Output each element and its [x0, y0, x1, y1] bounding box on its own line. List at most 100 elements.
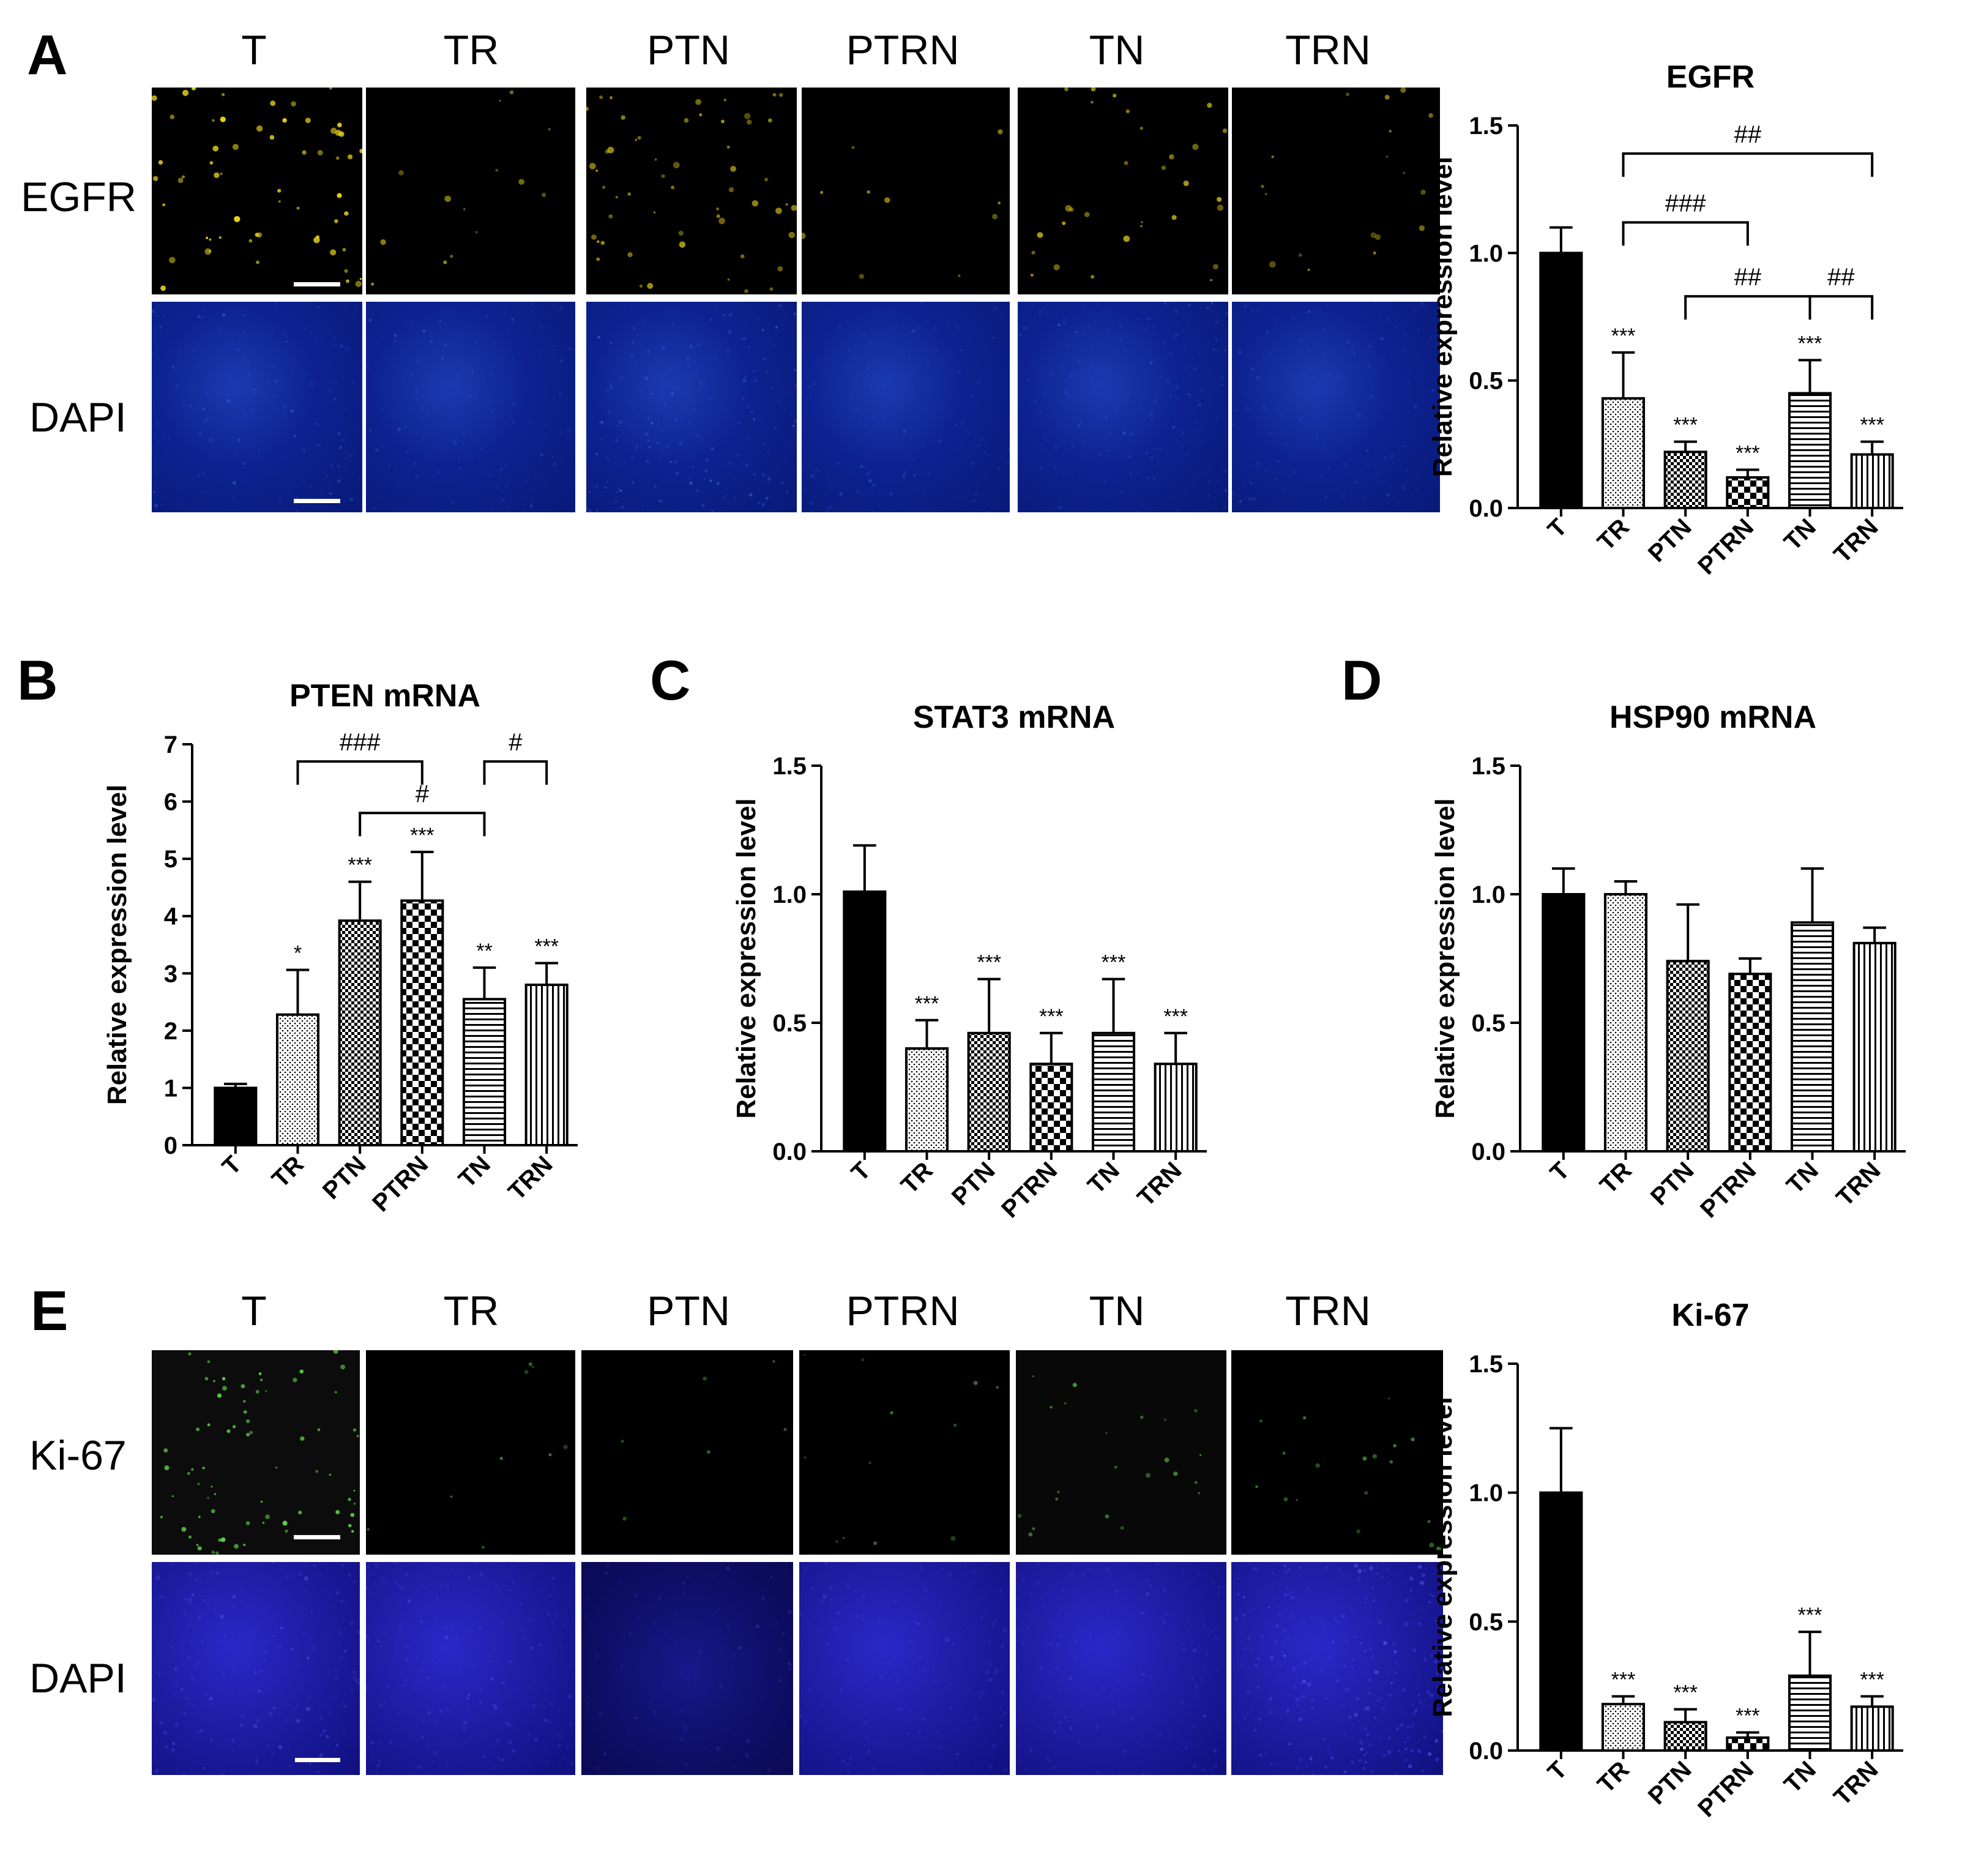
- micrograph-speckle: [223, 1635, 226, 1638]
- micrograph-speckle: [368, 318, 373, 323]
- x-tick-label: T: [1543, 1756, 1572, 1785]
- micrograph-speckle: [1002, 1740, 1004, 1741]
- micrograph-speckle: [737, 1646, 742, 1650]
- micrograph-speckle: [203, 1766, 205, 1769]
- micrograph-speckle: [987, 453, 990, 455]
- column-label-t: T: [241, 27, 267, 73]
- micrograph-speckle: [311, 1682, 313, 1684]
- micrograph-speckle: [972, 499, 976, 503]
- micrograph-speckle: [1141, 221, 1143, 223]
- micrograph-speckle: [208, 1692, 210, 1694]
- micrograph-speckle: [838, 1613, 840, 1615]
- micrograph-speckle: [818, 505, 819, 507]
- micrograph-speckle: [1029, 1749, 1032, 1752]
- bar: [1539, 1491, 1583, 1752]
- micrograph-speckle: [158, 160, 163, 165]
- significance-label: ***: [1798, 332, 1822, 355]
- micrograph-speckle: [926, 321, 929, 325]
- micrograph-speckle: [291, 370, 294, 373]
- micrograph-speckle: [1212, 264, 1218, 270]
- micrograph-speckle: [207, 1497, 209, 1499]
- micrograph-speckle: [1055, 1497, 1059, 1501]
- micrograph-speckle: [1292, 470, 1296, 474]
- micrograph-speckle: [834, 1627, 838, 1632]
- micrograph-speckle: [1335, 373, 1338, 376]
- micrograph-speckle: [1105, 498, 1107, 501]
- micrograph-speckle: [979, 1691, 984, 1695]
- micrograph-speckle: [239, 1723, 244, 1727]
- micrograph-speckle: [675, 1613, 677, 1615]
- micrograph-speckle: [665, 1631, 667, 1634]
- micrograph-speckle: [671, 392, 674, 395]
- micrograph-speckle: [1343, 1705, 1345, 1707]
- micrograph-speckle: [1083, 304, 1086, 307]
- micrograph-speckle: [367, 1565, 370, 1569]
- micrograph-speckle: [791, 204, 797, 211]
- micrograph-speckle: [1247, 1636, 1251, 1639]
- significance-label: ***: [348, 854, 372, 877]
- micrograph-speckle: [679, 441, 682, 446]
- micrograph-speckle: [726, 349, 730, 354]
- micrograph-speckle: [360, 386, 362, 389]
- micrograph-speckle: [1262, 484, 1264, 486]
- micrograph-speckle: [272, 1706, 276, 1710]
- bar: [843, 890, 887, 1153]
- micrograph-speckle: [863, 1711, 867, 1715]
- micrograph-speckle: [381, 444, 384, 448]
- micrograph-speckle: [280, 1645, 283, 1648]
- micrograph-speckle: [504, 1585, 506, 1588]
- micrograph-speckle: [1356, 1529, 1360, 1534]
- micrograph-speckle: [1432, 1594, 1435, 1598]
- micrograph-speckle: [531, 499, 532, 501]
- micrograph-speckle: [856, 490, 860, 493]
- micrograph-speckle: [960, 348, 963, 352]
- micrograph-speckle: [204, 248, 212, 255]
- micrograph-speckle: [154, 1768, 159, 1773]
- micrograph-speckle: [306, 1656, 310, 1660]
- micrograph-speckle: [1145, 451, 1149, 455]
- micrograph-speckle: [476, 484, 479, 487]
- micrograph-speckle: [606, 457, 610, 460]
- micrograph-speckle: [1146, 317, 1151, 321]
- micrograph-speckle: [603, 1752, 607, 1755]
- micrograph-speckle: [523, 510, 525, 512]
- micrograph-speckle: [1032, 1527, 1035, 1531]
- micrograph-speckle: [745, 1581, 747, 1583]
- micrograph-speckle: [910, 348, 913, 351]
- micrograph-speckle: [1299, 1566, 1302, 1569]
- micrograph-speckle: [1322, 1737, 1326, 1741]
- micrograph-speckle: [235, 327, 237, 329]
- significance-label: ***: [534, 935, 559, 958]
- micrograph-speckle: [1307, 309, 1308, 311]
- micrograph-speckle: [1410, 1749, 1414, 1753]
- micrograph-speckle: [345, 347, 349, 351]
- micrograph-speckle: [740, 254, 745, 259]
- micrograph-speckle: [867, 367, 870, 370]
- micrograph-speckle: [1406, 1725, 1409, 1728]
- micrograph-speckle: [1372, 1454, 1378, 1459]
- micrograph-speckle: [1068, 1573, 1072, 1577]
- micrograph-speckle: [444, 195, 452, 203]
- micrograph-speckle: [772, 92, 777, 97]
- micrograph-speckle: [812, 468, 815, 471]
- micrograph-speckle: [233, 1666, 234, 1669]
- y-tick-label: 0.0: [1471, 1138, 1505, 1165]
- micrograph-speckle: [1274, 1666, 1275, 1669]
- bar: [1663, 1721, 1707, 1752]
- micrograph-speckle: [748, 346, 751, 349]
- micrograph-speckle: [1174, 419, 1176, 421]
- micrograph-speckle: [206, 418, 209, 420]
- micrograph-speckle: [329, 491, 333, 495]
- micrograph-speckle: [938, 1601, 942, 1605]
- micrograph-speckle: [236, 348, 240, 351]
- micrograph-speckle: [1441, 1730, 1443, 1733]
- y-axis-label: Relative expression level: [1428, 157, 1458, 477]
- micrograph-speckle: [858, 1601, 860, 1603]
- micrograph-speckle: [531, 1704, 535, 1708]
- micrograph-speckle: [203, 308, 206, 311]
- micrograph-speckle: [808, 1655, 812, 1659]
- micrograph-speckle: [222, 314, 225, 316]
- micrograph-speckle: [823, 1562, 827, 1564]
- micrograph-speckle: [272, 1634, 274, 1637]
- micrograph-speckle: [209, 161, 214, 165]
